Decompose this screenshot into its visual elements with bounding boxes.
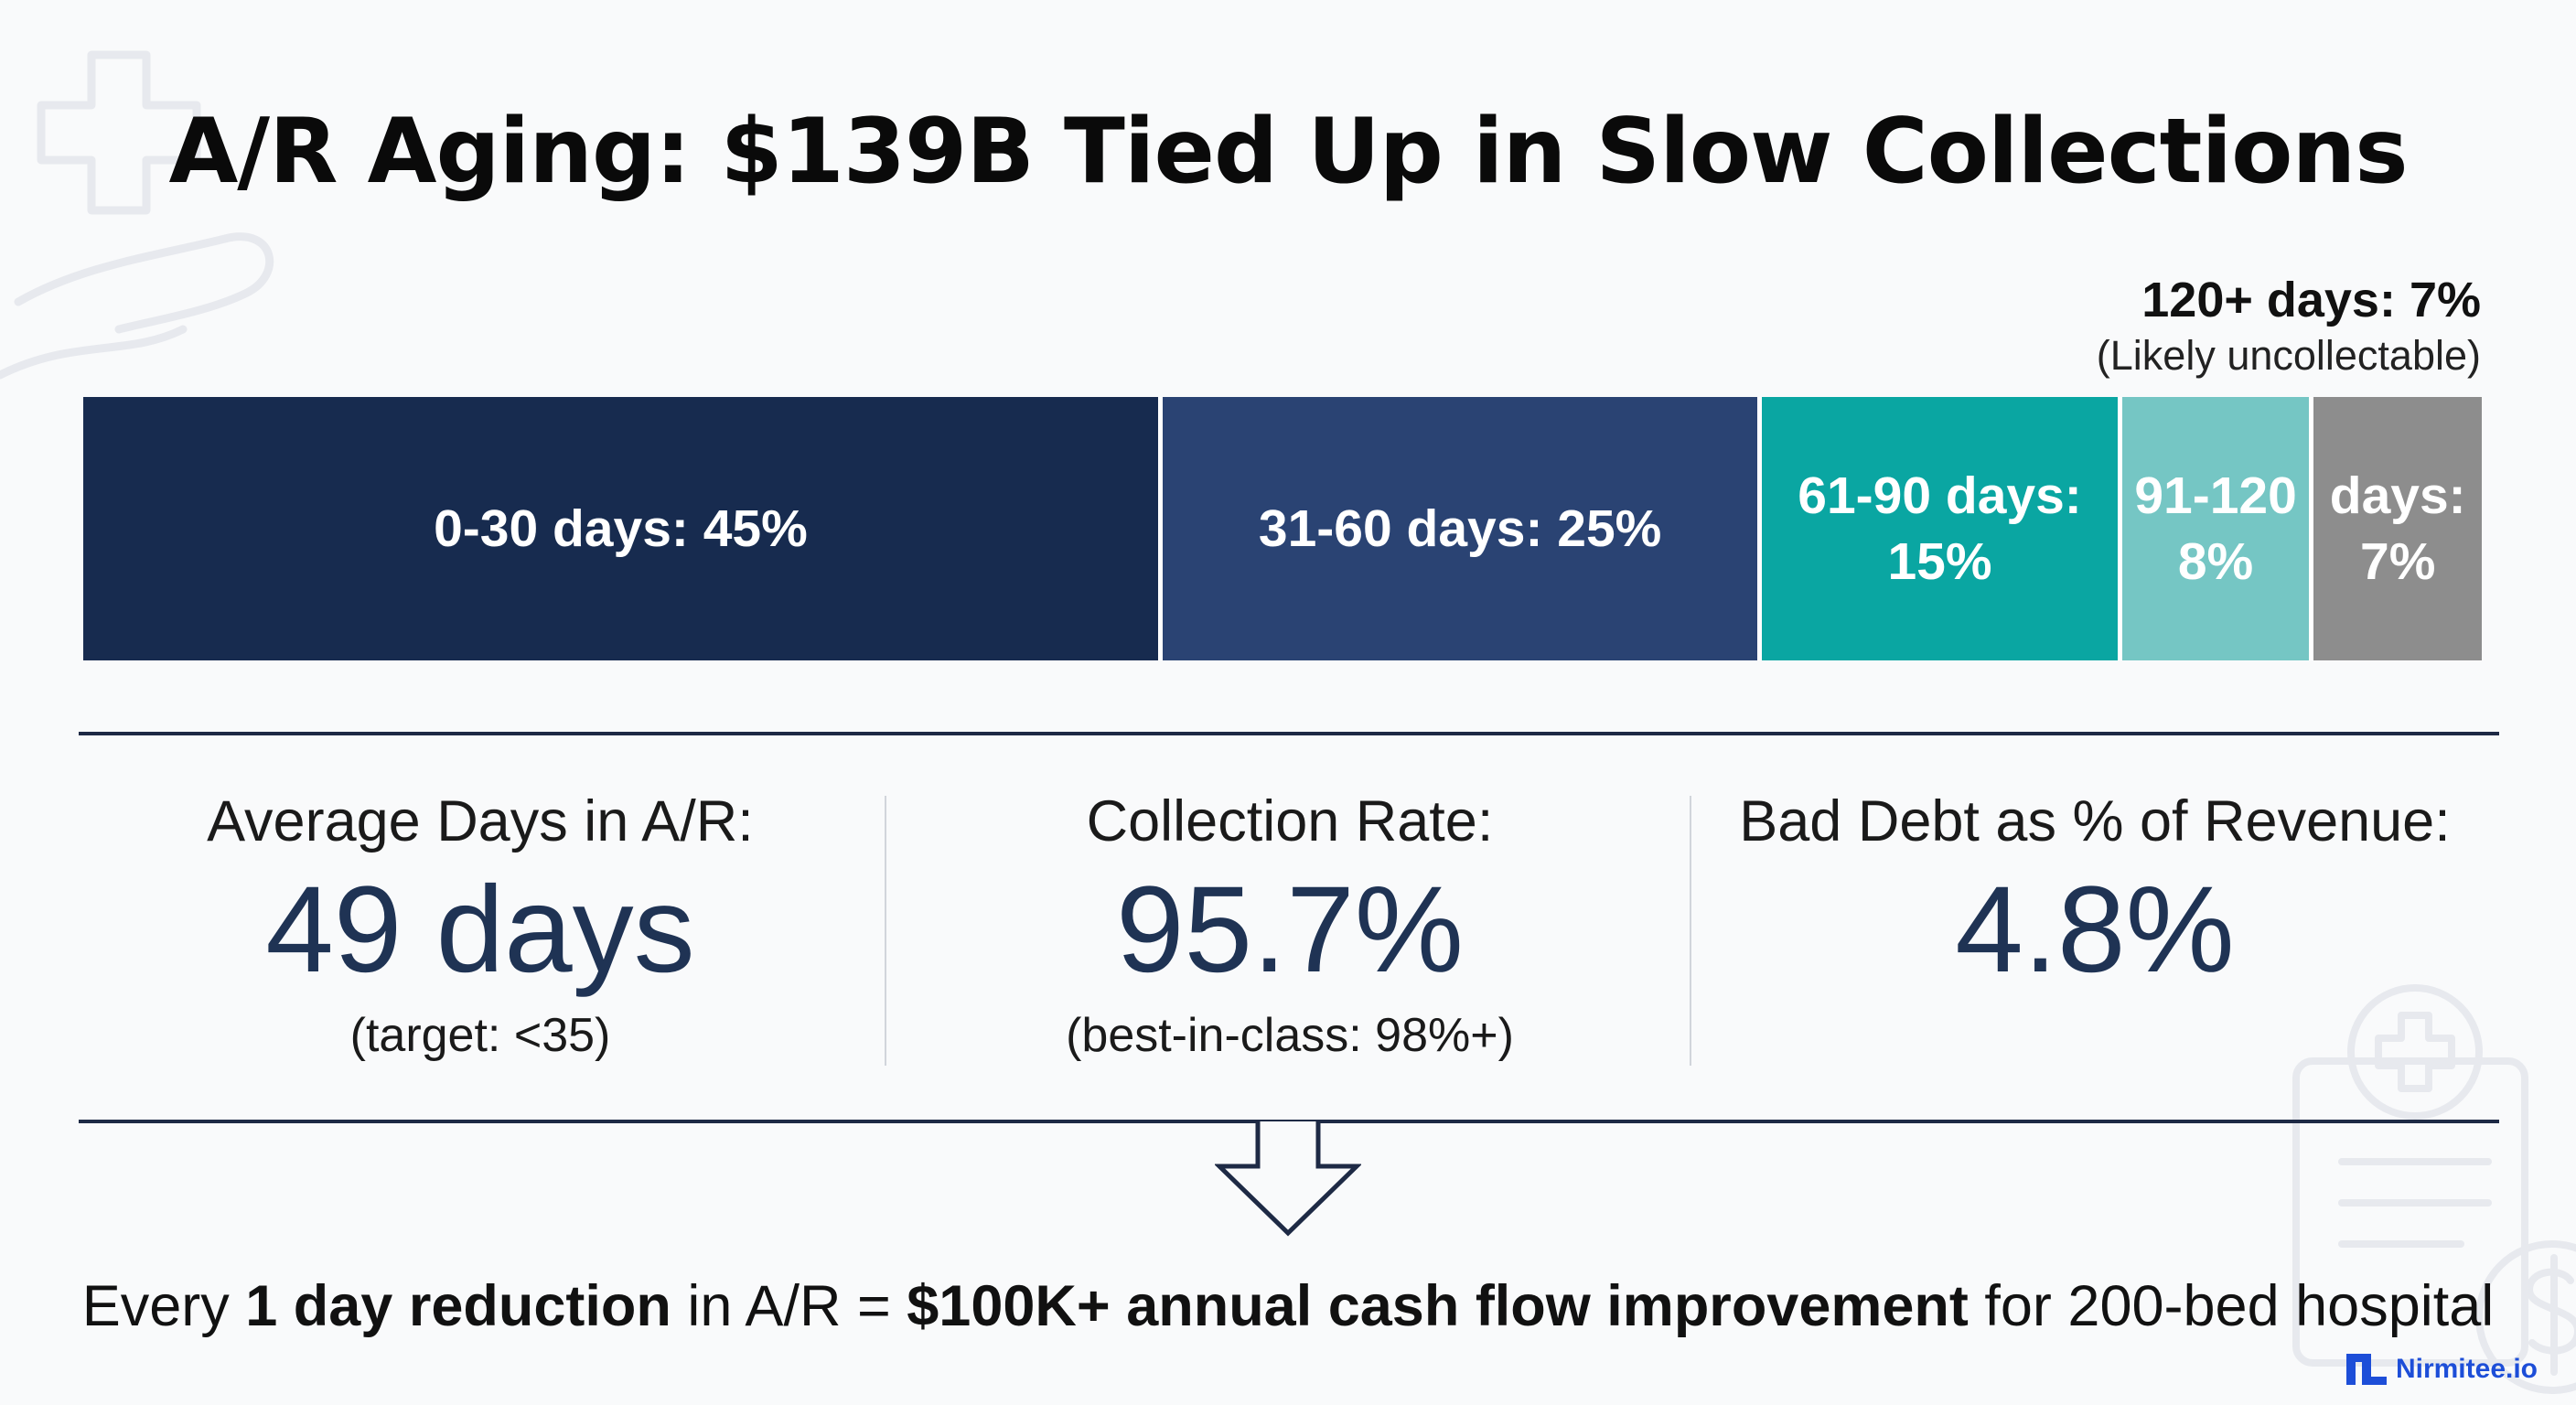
metric-note: (target: <35) [349, 1009, 611, 1062]
metric-avg-days: Average Days in A/R: 49 days (target: <3… [128, 787, 832, 1065]
footer-emphasis-1: 1 day reduction [245, 1274, 671, 1338]
medical-cross-hand-icon [0, 50, 274, 380]
top-divider [79, 732, 2499, 735]
overdue-callout: 120+ days: 7% (Likely uncollectable) [2097, 271, 2481, 382]
bar-segment-label: days: 7% [2329, 467, 2466, 591]
metric-divider [1690, 796, 1691, 1066]
footer-text-1: Every [81, 1274, 246, 1338]
metric-label: Collection Rate: [1086, 789, 1494, 853]
clipboard-dollar-icon [2292, 984, 2576, 1394]
bar-segment-0-30-days: 0-30 days: 45% [83, 397, 1163, 660]
metric-value: 49 days [265, 862, 695, 998]
aging-stacked-bar: 0-30 days: 45% 31-60 days: 25% 61-90 days:… [83, 397, 2482, 660]
metric-collection-rate: Collection Rate: 95.7% (best-in-class: 9… [933, 787, 1647, 1065]
bar-segment-label: 91-120 8% [2134, 467, 2297, 591]
brand-name: Nirmitee.io [2395, 1354, 2538, 1384]
bar-segment-91-120: 91-120 8% [2121, 397, 2314, 660]
bar-segment-label: 0-30 days: 45% [434, 499, 808, 558]
nirmitee-logo-icon [2345, 1354, 2387, 1385]
callout-title: 120+ days: 7% [2141, 273, 2481, 327]
brand-logo: Nirmitee.io [2345, 1354, 2538, 1385]
footer-text-2: in A/R = [671, 1274, 907, 1338]
metric-bad-debt: Bad Debt as % of Revenue: 4.8% [1729, 787, 2461, 1006]
down-arrow-icon [1215, 1121, 1361, 1237]
metric-divider [885, 796, 886, 1066]
callout-note: (Likely uncollectable) [2096, 332, 2481, 379]
bar-segment-label: 31-60 days: 25% [1258, 499, 1662, 558]
bar-segment-31-60-days: 31-60 days: 25% [1162, 397, 1763, 660]
bar-segment-label: 61-90 days: 15% [1798, 467, 2082, 591]
bar-segment-120-days: days: 7% [2313, 397, 2482, 660]
bar-segment-61-90-days: 61-90 days: 15% [1762, 397, 2122, 660]
footer-text-3: for 200-bed hospital [1968, 1274, 2495, 1338]
footer-emphasis-2: $100K+ annual cash flow improvement [907, 1274, 1969, 1338]
page-title: A/R Aging: $139B Tied Up in Slow Collect… [168, 100, 2408, 204]
metric-note: (best-in-class: 98%+) [1066, 1009, 1514, 1062]
metric-label: Bad Debt as % of Revenue: [1739, 789, 2451, 853]
metric-label: Average Days in A/R: [207, 789, 754, 853]
metric-value: 95.7% [1116, 862, 1464, 998]
footer-insight: Every 1 day reduction in A/R = $100K+ an… [0, 1271, 2576, 1341]
metric-value: 4.8% [1955, 862, 2235, 998]
